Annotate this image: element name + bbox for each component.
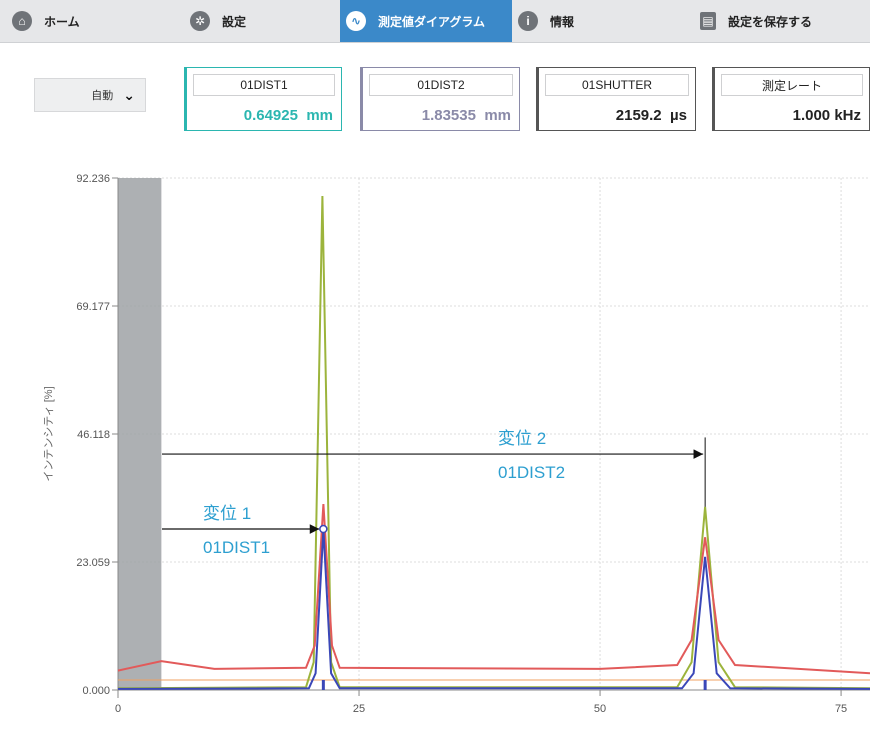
nav-save-label: 設定を保存する (728, 14, 813, 29)
measurement-box-rate: 測定レート 1.000 kHz (712, 67, 870, 131)
value-unit: mm (484, 107, 511, 124)
chart-svg: 0.000 23.059 46.118 69.177 92.236 0 25 50 75 インテン… (43, 173, 870, 715)
y-tick-label: 46.118 (77, 429, 110, 441)
waveform-icon: ∿ (346, 11, 366, 31)
measurement-box-dist2: 01DIST2 1.83535 mm (360, 67, 520, 131)
measurement-label: 測定レート (721, 74, 863, 96)
info-icon: i (518, 11, 538, 31)
series-line (117, 195, 870, 690)
nav-diagram[interactable]: ∿ 測定値ダイアグラム (340, 0, 512, 42)
intensity-chart: 0.000 23.059 46.118 69.177 92.236 0 25 50 75 インテン… (0, 150, 870, 729)
y-axis-label: インテンシティ [%] (43, 386, 55, 481)
chevron-down-icon: ⌄ (123, 86, 135, 103)
nav-settings[interactable]: ✲ 設定 (182, 0, 340, 42)
dist1-annotation-label: 変位 1 (203, 504, 251, 523)
measurement-label: 01DIST2 (369, 74, 513, 96)
y-tick-label: 0.000 (82, 685, 110, 697)
nav-info[interactable]: i 情報 (514, 0, 694, 42)
measurement-value: 1.83535 mm (422, 107, 511, 124)
dist2-annotation-sub: 01DIST2 (498, 463, 565, 482)
nav-home[interactable]: ⌂ ホーム (0, 0, 170, 42)
nav-diagram-label: 測定値ダイアグラム (378, 14, 486, 29)
measurement-label: 01SHUTTER (545, 74, 689, 96)
value-unit: µs (670, 107, 687, 124)
dist2-annotation-label: 変位 2 (498, 429, 546, 448)
masked-region (118, 178, 162, 690)
measurement-box-dist1: 01DIST1 0.64925 mm (184, 67, 342, 131)
nav-save[interactable]: ▤ 設定を保存する (696, 0, 870, 42)
measurement-label: 01DIST1 (193, 74, 335, 96)
measurement-value: 0.64925 mm (244, 107, 333, 124)
nav-info-label: 情報 (550, 14, 575, 29)
value-unit: mm (306, 107, 333, 124)
y-tick-label: 69.177 (76, 301, 110, 313)
y-tick-label: 23.059 (76, 557, 110, 569)
value-number: 0.64925 (243, 107, 298, 124)
measurement-value: 2159.2 µs (616, 107, 687, 124)
dist1-marker-point (319, 524, 328, 534)
x-tick-label: 75 (835, 703, 847, 715)
y-tick-label: 92.236 (76, 173, 110, 185)
series-line (117, 528, 870, 690)
value-number: 1.83535 (421, 107, 476, 124)
save-icon: ▤ (700, 12, 716, 30)
top-nav: ⌂ ホーム ✲ 設定 ∿ 測定値ダイアグラム i 情報 ▤ 設定を保存する (0, 0, 870, 43)
x-tick-label: 0 (115, 703, 121, 715)
measurement-value: 1.000 kHz (792, 107, 861, 124)
series-line (117, 503, 870, 675)
mode-value: 自動 (91, 90, 114, 102)
nav-settings-label: 設定 (222, 14, 247, 29)
x-tick-label: 50 (594, 703, 606, 715)
home-icon: ⌂ (12, 11, 32, 31)
gear-icon: ✲ (190, 11, 210, 31)
nav-home-label: ホーム (44, 14, 80, 29)
measurement-box-shutter: 01SHUTTER 2159.2 µs (536, 67, 696, 131)
dist1-annotation-sub: 01DIST1 (203, 538, 270, 557)
value-number: 2159.2 (615, 107, 662, 124)
mode-dropdown[interactable]: 自動 ⌄ (34, 78, 146, 112)
x-tick-label: 25 (353, 703, 365, 715)
